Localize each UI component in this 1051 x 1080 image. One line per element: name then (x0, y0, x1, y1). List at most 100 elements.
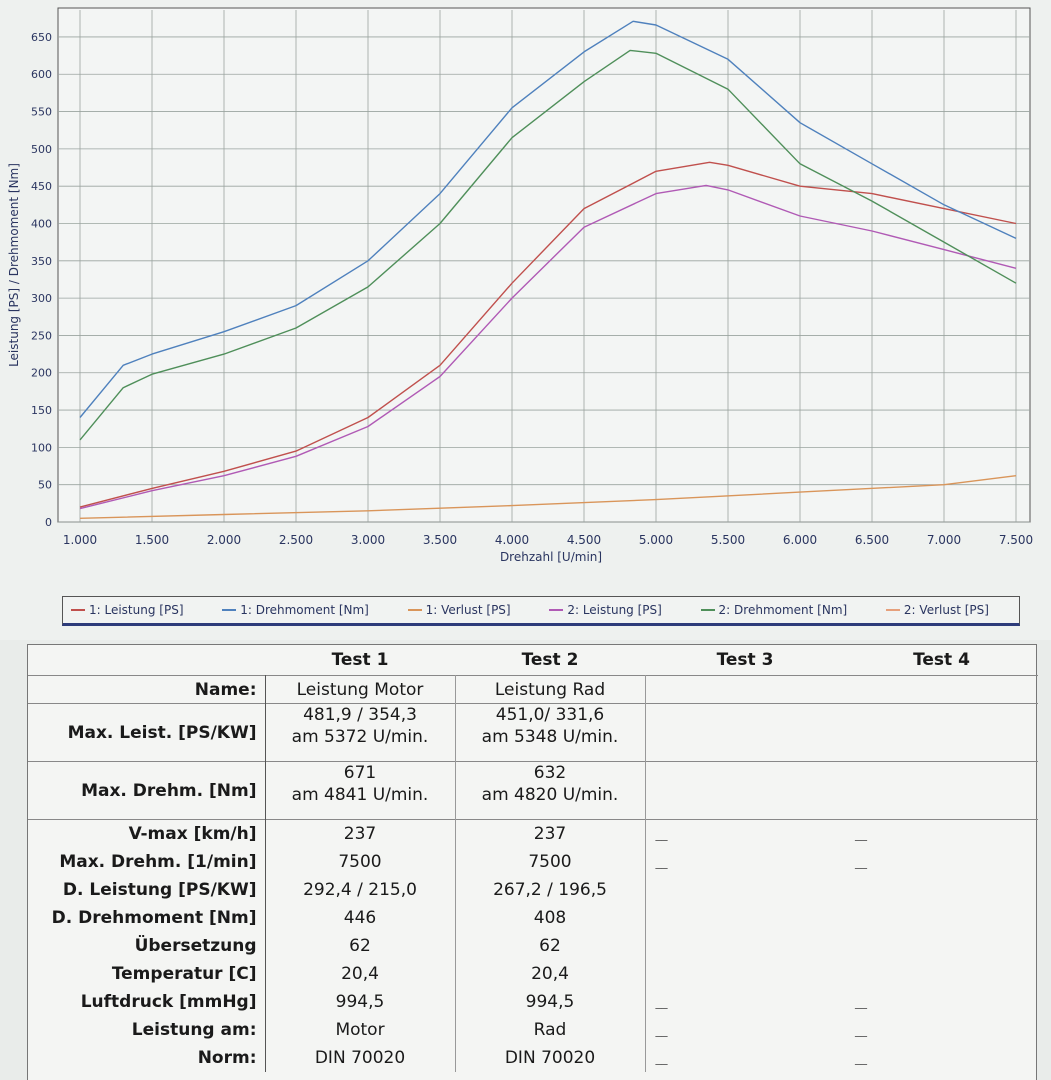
test-3-value: __ (655, 1050, 668, 1065)
test-3-value (645, 960, 845, 988)
row-label: Max. Drehm. [1/min] (28, 847, 266, 876)
test-3-value (645, 932, 845, 960)
row-label: Norm: (28, 1043, 266, 1072)
legend: 1: Leistung [PS] 1: Drehmoment [Nm] 1: Ver… (62, 596, 1020, 626)
test-4-value (845, 876, 1038, 904)
value-line: Leistung Rad (494, 679, 606, 700)
table-header-row: Test 1 Test 2 Test 3 Test 4 (28, 645, 1038, 676)
test-4-value: __ (855, 994, 867, 1009)
test-2-value: 632 am 4820 U/min. (455, 761, 646, 820)
y-tick-label: 250 (31, 329, 52, 342)
test-3-value: __ (655, 854, 668, 869)
grid (58, 10, 1030, 523)
x-tick-label: 1.000 (63, 533, 97, 547)
y-tick-label: 550 (31, 106, 52, 119)
y-tick-label: 500 (31, 143, 52, 156)
test-1-value: 292,4 / 215,0 (265, 875, 456, 904)
legend-item: 2: Verlust [PS] (885, 603, 989, 617)
x-tick-label: 6.000 (783, 533, 817, 547)
legend-swatch (222, 609, 237, 611)
test-1-value: 481,9 / 354,3 am 5372 U/min. (265, 703, 456, 762)
value-line: 20,4 (341, 963, 379, 984)
value-line: Rad (533, 1019, 567, 1040)
test-2-value: 7500 (455, 847, 646, 876)
test-4-value (845, 904, 1038, 932)
value-line: am 5348 U/min. (481, 727, 619, 747)
test-4-value (845, 762, 1038, 820)
table-row: Übersetzung 62 62 (28, 931, 1038, 960)
legend-item: 1: Drehmoment [Nm] (222, 603, 369, 617)
value-line: 62 (349, 935, 371, 956)
x-tick-label: 3.000 (351, 533, 385, 547)
table-row: V-max [km/h] 237 237 __ __ (28, 819, 1038, 848)
y-tick-label: 0 (45, 516, 52, 529)
x-tick-label: 7.500 (999, 533, 1033, 547)
legend-item: 1: Verlust [PS] (407, 603, 511, 617)
y-tick-label: 50 (38, 479, 52, 492)
y-tick-label: 600 (31, 68, 52, 81)
plot-area (57, 7, 1031, 523)
test-1-value: 237 (265, 819, 456, 848)
test-3-value (645, 904, 845, 932)
value-line: Leistung Motor (296, 679, 424, 700)
series-line-4 (79, 184, 1017, 510)
value-line: 446 (343, 907, 377, 928)
y-tick-label: 100 (31, 441, 52, 454)
row-label: Leistung am: (28, 1015, 266, 1044)
header-test-4: Test 4 (913, 650, 970, 670)
legend-swatch (549, 609, 564, 611)
table-row: Max. Leist. [PS/KW] 481,9 / 354,3 am 5372 … (28, 703, 1038, 762)
legend-label: 1: Drehmoment [Nm] (240, 603, 369, 617)
test-3-value (645, 704, 845, 762)
x-axis-label: Drehzahl [U/min] (500, 550, 602, 564)
legend-label: 1: Leistung [PS] (89, 603, 184, 617)
series-line-3 (79, 475, 1017, 519)
row-label: Temperatur [C] (28, 959, 266, 988)
series-lines (79, 20, 1017, 519)
test-1-value: 446 (265, 903, 456, 932)
value-line: am 4841 U/min. (291, 785, 429, 805)
value-line: 671 (343, 763, 377, 783)
value-line: 632 (533, 763, 567, 783)
x-tick-label: 2.000 (207, 533, 241, 547)
table-row: Max. Drehm. [Nm] 671 am 4841 U/min. 632 am 4… (28, 761, 1038, 820)
test-4-value (845, 704, 1038, 762)
test-1-value: 671 am 4841 U/min. (265, 761, 456, 820)
results-table-panel: Test 1 Test 2 Test 3 Test 4 Name: Leistun… (27, 644, 1038, 1080)
test-4-value (845, 960, 1038, 988)
header-test-1: Test 1 (331, 650, 389, 670)
x-tick-label: 6.500 (855, 533, 889, 547)
series-line-2 (79, 20, 1017, 418)
test-3-value (645, 762, 845, 820)
test-4-value: __ (855, 1050, 867, 1065)
table-row: Leistung am: Motor Rad __ __ (28, 1015, 1038, 1044)
test-3-value: __ (655, 994, 668, 1009)
test-2-value: Leistung Rad (455, 675, 646, 704)
test-1-value: 62 (265, 931, 456, 960)
test-2-value: DIN 70020 (455, 1043, 646, 1072)
value-line: 7500 (528, 851, 572, 872)
table-row: Name: Leistung Motor Leistung Rad (28, 675, 1038, 704)
test-3-value (645, 876, 845, 904)
x-tick-label: 3.500 (423, 533, 457, 547)
row-label: Name: (28, 675, 266, 704)
value-line: DIN 70020 (314, 1047, 406, 1068)
test-4-value: __ (855, 854, 867, 869)
x-tick-labels: 1.000 1.500 2.000 2.500 3.000 3.500 4.000 4.500… (63, 533, 1033, 547)
chart-panel: 1.000 1.500 2.000 2.500 3.000 3.500 4.000 4.500… (7, 7, 1034, 626)
header-test-2: Test 2 (521, 650, 579, 670)
table-row: Temperatur [C] 20,4 20,4 (28, 959, 1038, 988)
y-tick-label: 150 (31, 404, 52, 417)
x-tick-label: 5.500 (711, 533, 745, 547)
test-2-value: 994,5 (455, 987, 646, 1016)
x-tick-label: 7.000 (927, 533, 961, 547)
test-2-value: Rad (455, 1015, 646, 1044)
row-label: Max. Leist. [PS/KW] (28, 703, 266, 762)
series-line-1 (79, 161, 1017, 508)
value-line: 408 (533, 907, 567, 928)
value-line: 237 (533, 823, 567, 844)
row-label: D. Drehmoment [Nm] (28, 903, 266, 932)
value-line: am 4820 U/min. (481, 785, 619, 805)
test-2-value: 20,4 (455, 959, 646, 988)
legend-item: 2: Leistung [PS] (549, 603, 662, 617)
